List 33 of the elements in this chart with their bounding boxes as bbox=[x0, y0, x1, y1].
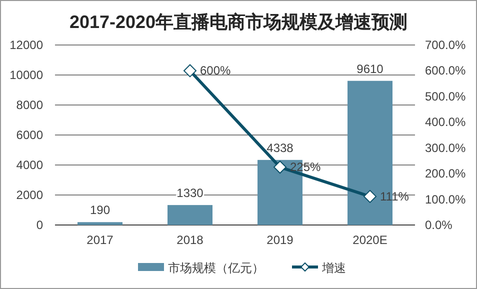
point bbox=[184, 64, 196, 78]
data-label: 190 bbox=[90, 203, 110, 218]
data-label: 600% bbox=[200, 64, 232, 78]
y2-tick-label: 600.0% bbox=[425, 64, 466, 78]
y-tick-label: 6000 bbox=[16, 128, 44, 142]
bar bbox=[78, 222, 122, 225]
x-tick-label: 2018 bbox=[176, 233, 204, 247]
bar bbox=[168, 205, 212, 225]
y2-tick-label: 200.0% bbox=[425, 166, 466, 181]
legend-label: 市场规模（亿元） bbox=[168, 261, 264, 275]
x-tick-label: 2020E bbox=[352, 233, 388, 247]
y-tick-label: 2000 bbox=[16, 188, 44, 202]
point bbox=[274, 160, 286, 174]
y-tick-label: 10000 bbox=[10, 68, 44, 82]
data-label: 225% bbox=[290, 160, 322, 174]
y2-tick-label: 700.0% bbox=[425, 38, 466, 52]
data-label: 4338 bbox=[266, 140, 294, 155]
y-tick-label: 4000 bbox=[16, 158, 44, 172]
chart-title: 2017-2020年直播电商市场规模及增速预测 bbox=[69, 12, 408, 32]
data-label: 111% bbox=[380, 189, 410, 204]
y-tick-label: 12000 bbox=[10, 38, 44, 52]
x-tick-label: 2019 bbox=[266, 233, 294, 247]
x-tick-label: 2017 bbox=[86, 233, 114, 247]
y2-tick-label: 400.0% bbox=[425, 115, 466, 130]
legend-label: 增速 bbox=[321, 261, 346, 275]
data-label: 9610 bbox=[356, 62, 384, 76]
y2-tick-label: 300.0% bbox=[425, 140, 466, 155]
y-tick-label: 0 bbox=[36, 218, 44, 232]
y2-tick-label: 100.0% bbox=[425, 192, 466, 206]
y2-tick-label: 500.0% bbox=[425, 89, 466, 104]
point bbox=[364, 190, 376, 203]
y-tick-label: 8000 bbox=[16, 98, 44, 112]
y2-tick-label: 0.0% bbox=[425, 218, 453, 232]
